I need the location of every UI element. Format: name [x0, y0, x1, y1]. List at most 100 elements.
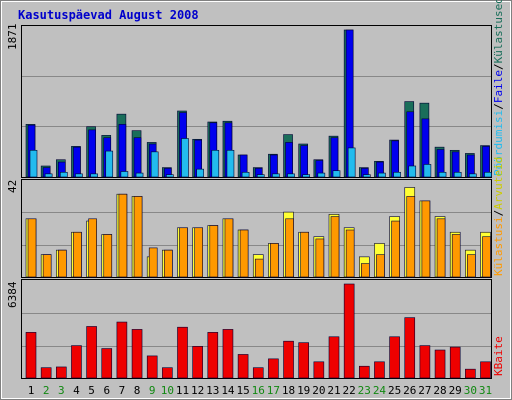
- kulastusi-bar: [436, 218, 446, 278]
- x-tick-label: 31: [479, 384, 492, 397]
- kbaite-bar: [71, 345, 82, 379]
- kbaite-bar: [237, 354, 249, 379]
- kulastusi-bar: [270, 243, 279, 278]
- kbaite-bar: [343, 283, 355, 379]
- x-tick-label: 8: [134, 384, 141, 397]
- kbaite-bar: [146, 355, 158, 379]
- kbaite-bar: [404, 317, 416, 379]
- kulastusi-bar: [73, 231, 82, 278]
- x-tick-label: 7: [119, 384, 126, 397]
- faile-bar: [285, 142, 293, 178]
- x-tick-label: 24: [373, 384, 387, 397]
- poordumisi-bar: [332, 170, 341, 178]
- kulastusi-bar: [285, 218, 294, 278]
- poordumisi-bar: [484, 171, 492, 178]
- poordumisi-bar: [196, 168, 204, 178]
- kulastusi-bar: [391, 220, 400, 278]
- kulastusi-bar: [451, 234, 461, 278]
- faile-bar: [88, 129, 96, 178]
- kulastusi-bar: [88, 218, 97, 278]
- x-tick-label: 10: [161, 384, 174, 397]
- x-tick-label: 5: [88, 384, 95, 397]
- kbaite-bar: [86, 326, 97, 379]
- x-tick-label: 26: [403, 384, 416, 397]
- poordumisi-bar: [347, 147, 356, 178]
- legend-poordumisi: Pöördumisi: [492, 110, 505, 176]
- kulastusi-bar: [27, 218, 37, 278]
- legend-separator: /: [492, 210, 505, 217]
- kbaite-bar: [283, 340, 294, 379]
- poordumisi-bar: [256, 174, 265, 178]
- x-tick-label: 25: [388, 384, 401, 397]
- middle-panel-legend: Külastusi/Arvuteid: [492, 157, 505, 276]
- poordumisi-bar: [302, 174, 311, 178]
- poordumisi-bar: [226, 149, 235, 178]
- poordumisi-bar: [362, 174, 371, 178]
- kulastusi-bar: [118, 193, 128, 278]
- kulastusi-bar: [376, 254, 385, 278]
- kulastusi-bar: [300, 231, 310, 278]
- x-axis-day-labels: 1 2 3 4 5 6 7 8 9 10 11 12 13 14 15 16 17 18 19 20 21 22 23 24 2…: [28, 384, 492, 397]
- kulastusi-bar: [482, 236, 491, 278]
- poordumisi-bar: [211, 149, 220, 178]
- x-tick-label: 4: [73, 384, 80, 397]
- kulastusi-bar: [194, 227, 203, 278]
- top-panel-bars: [25, 29, 492, 178]
- kbaite-bar: [480, 361, 491, 379]
- kbaite-bar: [419, 345, 431, 379]
- kulastusi-bar: [224, 218, 234, 278]
- poordumisi-bar: [408, 165, 417, 178]
- x-tick-label: 9: [149, 384, 156, 397]
- kulastusi-bar: [360, 263, 370, 278]
- middle-panel-bars: [25, 187, 491, 278]
- x-tick-label: 28: [433, 384, 446, 397]
- kulastusi-bar: [103, 234, 113, 278]
- faile-bar: [133, 137, 142, 178]
- poordumisi-bar: [29, 149, 38, 178]
- kulastusi-bar: [164, 249, 173, 278]
- x-tick-label: 27: [418, 384, 431, 397]
- kbaite-bar: [449, 346, 461, 379]
- kbaite-bar: [358, 365, 370, 379]
- poordumisi-bar: [135, 172, 144, 178]
- x-tick-label: 15: [236, 384, 249, 397]
- kbaite-bar: [252, 367, 264, 379]
- poordumisi-bar: [75, 173, 83, 178]
- kbaite-bar: [116, 321, 128, 379]
- kbaite-bar: [313, 361, 325, 379]
- x-tick-label: 30: [464, 384, 477, 397]
- kulastusi-bar: [42, 254, 52, 278]
- x-tick-label: 29: [449, 384, 462, 397]
- top-panel: 1871: [6, 24, 492, 178]
- poordumisi-bar: [181, 138, 189, 178]
- poordumisi-bar: [90, 173, 98, 178]
- kbaite-bar: [25, 332, 37, 379]
- x-tick-label: 12: [191, 384, 204, 397]
- kulastusi-bar: [406, 196, 416, 278]
- kulastusi-bar: [57, 249, 67, 278]
- x-tick-label: 16: [252, 384, 265, 397]
- bottom-panel-ymax-label: 6384: [6, 281, 19, 308]
- poordumisi-bar: [59, 171, 68, 178]
- poordumisi-bar: [453, 171, 462, 178]
- poordumisi-bar: [287, 173, 295, 178]
- faile-bar: [391, 140, 399, 178]
- kbaite-bar: [55, 366, 67, 379]
- top-panel-legend: Pöördumisi/Faile/Külastused: [492, 0, 505, 176]
- legend-separator: /: [492, 103, 505, 110]
- poordumisi-bar: [272, 173, 280, 178]
- kbaite-bar: [374, 361, 385, 379]
- kbaite-bar: [298, 342, 310, 379]
- kulastusi-bar: [133, 196, 143, 278]
- kbaite-bar: [192, 346, 203, 379]
- kbaite-bar: [465, 368, 476, 379]
- kbaite-bar: [101, 348, 113, 379]
- kbaite-bar: [40, 367, 52, 379]
- legend-kulastusi: Külastusi: [492, 216, 505, 276]
- poordumisi-bar: [166, 174, 174, 178]
- x-tick-label: 22: [343, 384, 356, 397]
- poordumisi-bar: [469, 173, 477, 178]
- kulastusi-bar: [421, 200, 431, 278]
- x-tick-label: 19: [297, 384, 310, 397]
